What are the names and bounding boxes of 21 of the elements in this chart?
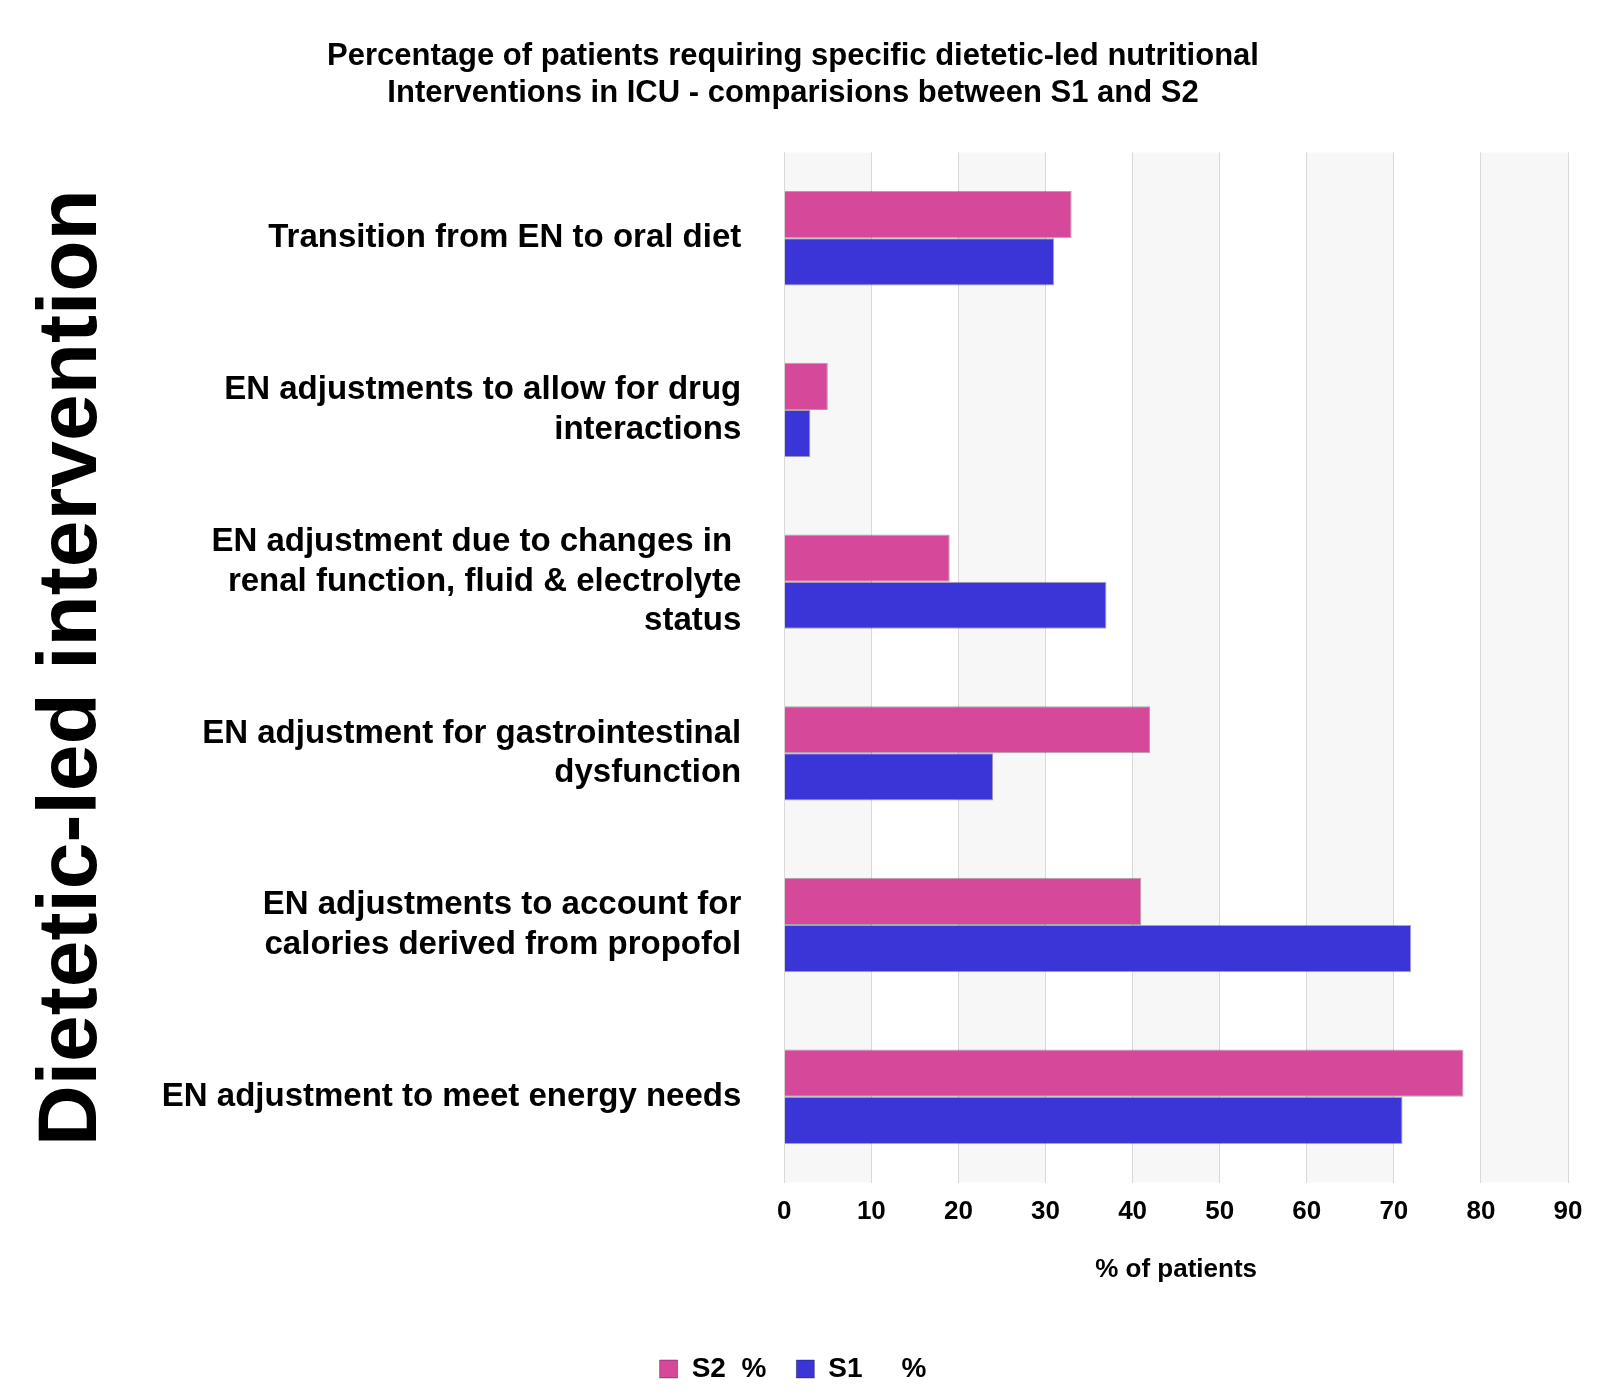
y-tick-label: EN adjustment for gastrointestinal dysfunction xyxy=(202,712,742,790)
y-tick-label: EN adjustments to account for calories derived from propofol xyxy=(262,884,742,961)
y-tick-label: EN adjustment due to changes in renal function, fluid & electrolyte status xyxy=(211,521,742,638)
x-tick-label: 50 xyxy=(1205,1195,1235,1226)
y-axis-title: Dietetic-led intervention xyxy=(19,189,114,1146)
x-tick-label: 60 xyxy=(1292,1195,1322,1226)
chart-title: Percentage of patients requiring specific dietetic-led nutritional Interventions in ICU - comparisions between S1 and S2 xyxy=(327,37,1259,110)
y-tick-label: Transition from EN to oral diet xyxy=(268,217,742,255)
y-tick-label: EN adjustments to allow for drug interactions xyxy=(224,369,742,446)
x-tick-label: 40 xyxy=(1118,1195,1148,1226)
x-tick-label: 90 xyxy=(1553,1195,1583,1226)
x-tick-label: 30 xyxy=(1031,1195,1060,1226)
legend-label: S2 % xyxy=(691,1351,767,1383)
x-axis-title: % of patients xyxy=(1095,1252,1258,1283)
x-tick-label: 0 xyxy=(777,1195,792,1226)
x-tick-label: 70 xyxy=(1379,1195,1409,1226)
x-tick-label: 10 xyxy=(856,1195,886,1226)
x-tick-label: 80 xyxy=(1466,1195,1496,1226)
legend-label: S1 % xyxy=(828,1351,927,1383)
x-tick-label: 20 xyxy=(943,1195,973,1226)
y-tick-label: EN adjustment to meet energy needs xyxy=(161,1075,742,1113)
